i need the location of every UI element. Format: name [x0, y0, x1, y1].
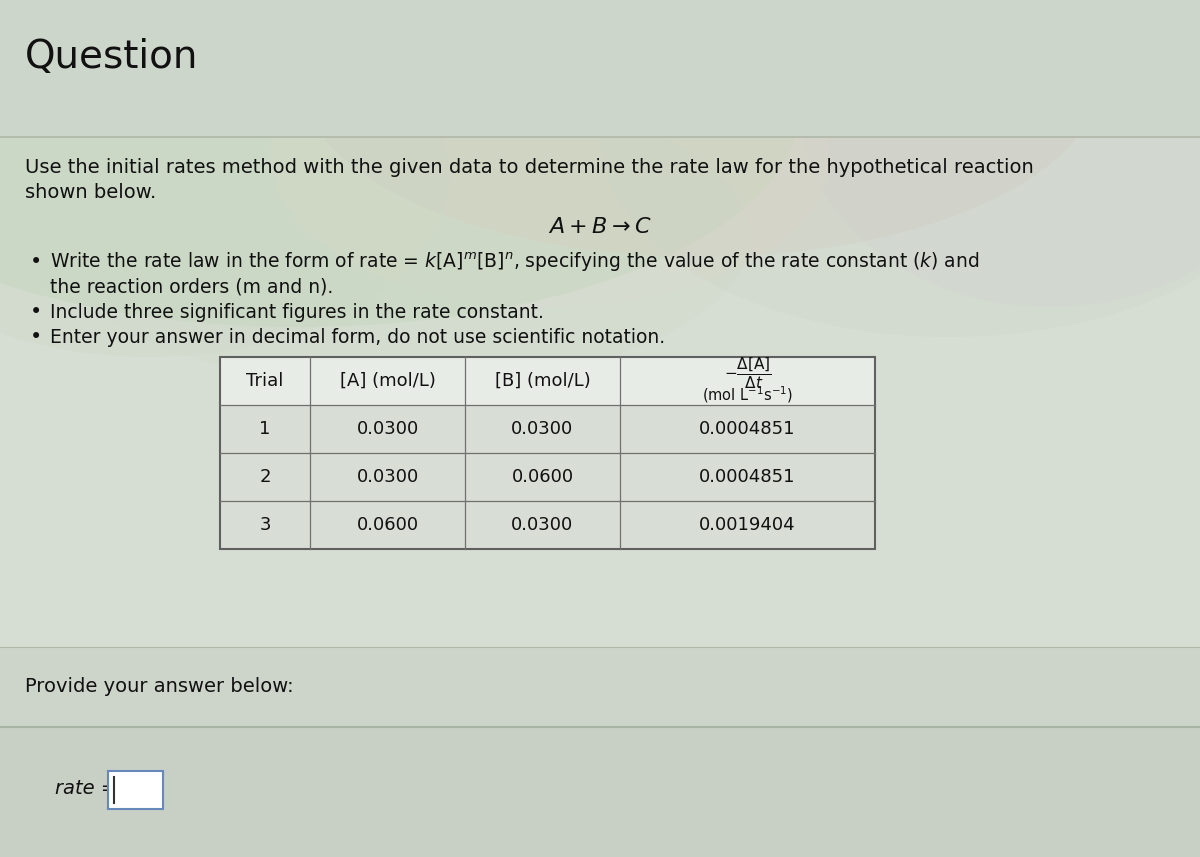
Text: Use the initial rates method with the given data to determine the rate law for t: Use the initial rates method with the gi… — [25, 158, 1033, 177]
Bar — [0, 0, 1200, 137]
Ellipse shape — [600, 0, 1200, 337]
Text: Include three significant figures in the rate constant.: Include three significant figures in the… — [50, 303, 544, 321]
Text: 0.0300: 0.0300 — [356, 468, 419, 486]
Text: [A] (mol/L): [A] (mol/L) — [340, 372, 436, 390]
Text: $A + B \rightarrow C$: $A + B \rightarrow C$ — [548, 216, 652, 238]
Bar — [0, 0, 1200, 727]
Text: 0.0004851: 0.0004851 — [700, 468, 796, 486]
Ellipse shape — [300, 0, 1100, 257]
Bar — [220, 357, 875, 549]
Text: the reaction orders (m and n).: the reaction orders (m and n). — [50, 278, 334, 297]
Text: [B] (mol/L): [B] (mol/L) — [494, 372, 590, 390]
Ellipse shape — [0, 0, 450, 357]
Text: •: • — [30, 327, 42, 347]
Bar — [108, 771, 163, 809]
Ellipse shape — [0, 0, 800, 327]
Text: 3: 3 — [259, 516, 271, 534]
Text: 1: 1 — [259, 420, 271, 438]
Text: rate =: rate = — [55, 780, 118, 799]
Text: Provide your answer below:: Provide your answer below: — [25, 678, 294, 697]
Ellipse shape — [270, 7, 830, 307]
Text: 0.0019404: 0.0019404 — [700, 516, 796, 534]
Text: 0.0300: 0.0300 — [511, 420, 574, 438]
Bar — [220, 453, 875, 501]
Text: 2: 2 — [259, 468, 271, 486]
Text: 0.0300: 0.0300 — [511, 516, 574, 534]
Bar — [0, 647, 1200, 727]
Bar — [220, 357, 875, 405]
Text: •: • — [30, 302, 42, 322]
Text: Question: Question — [25, 38, 198, 76]
Text: Write the rate law in the form of rate = $k$[A]$^m$[B]$^n$, specifying the value: Write the rate law in the form of rate =… — [50, 250, 979, 273]
Text: $-\dfrac{\Delta[\mathrm{A}]}{\Delta t}$: $-\dfrac{\Delta[\mathrm{A}]}{\Delta t}$ — [724, 355, 772, 391]
Ellipse shape — [800, 0, 1200, 307]
Text: shown below.: shown below. — [25, 183, 156, 201]
Bar — [0, 727, 1200, 857]
Text: 0.0600: 0.0600 — [356, 516, 419, 534]
Bar — [220, 405, 875, 453]
Text: 0.0600: 0.0600 — [511, 468, 574, 486]
Text: Trial: Trial — [246, 372, 283, 390]
Text: (mol L$^{-1}$s$^{-1}$): (mol L$^{-1}$s$^{-1}$) — [702, 385, 793, 405]
Bar — [220, 501, 875, 549]
Text: 0.0004851: 0.0004851 — [700, 420, 796, 438]
Ellipse shape — [50, 87, 750, 387]
Text: 0.0300: 0.0300 — [356, 420, 419, 438]
Text: Enter your answer in decimal form, do not use scientific notation.: Enter your answer in decimal form, do no… — [50, 327, 665, 346]
Text: •: • — [30, 252, 42, 272]
